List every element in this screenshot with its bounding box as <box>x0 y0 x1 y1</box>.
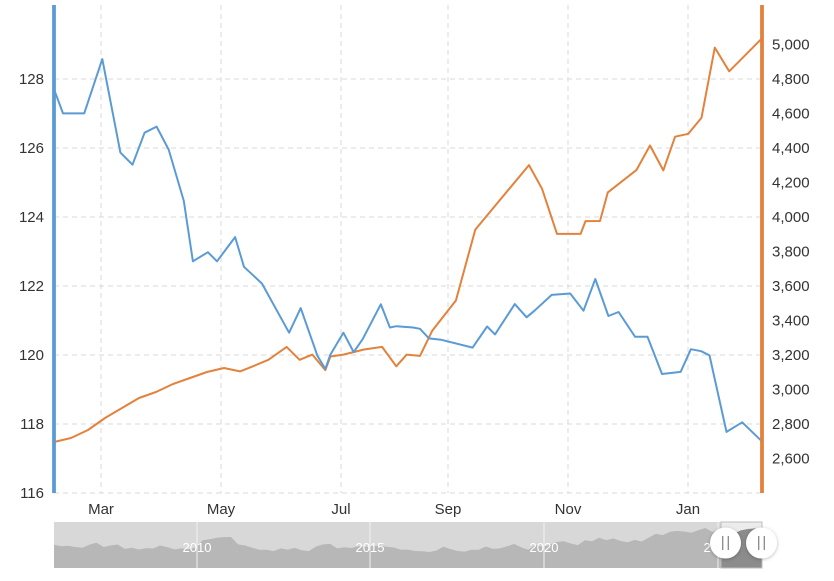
svg-text:2015: 2015 <box>356 540 385 555</box>
svg-text:2010: 2010 <box>183 540 212 555</box>
svg-text:2020: 2020 <box>530 540 559 555</box>
